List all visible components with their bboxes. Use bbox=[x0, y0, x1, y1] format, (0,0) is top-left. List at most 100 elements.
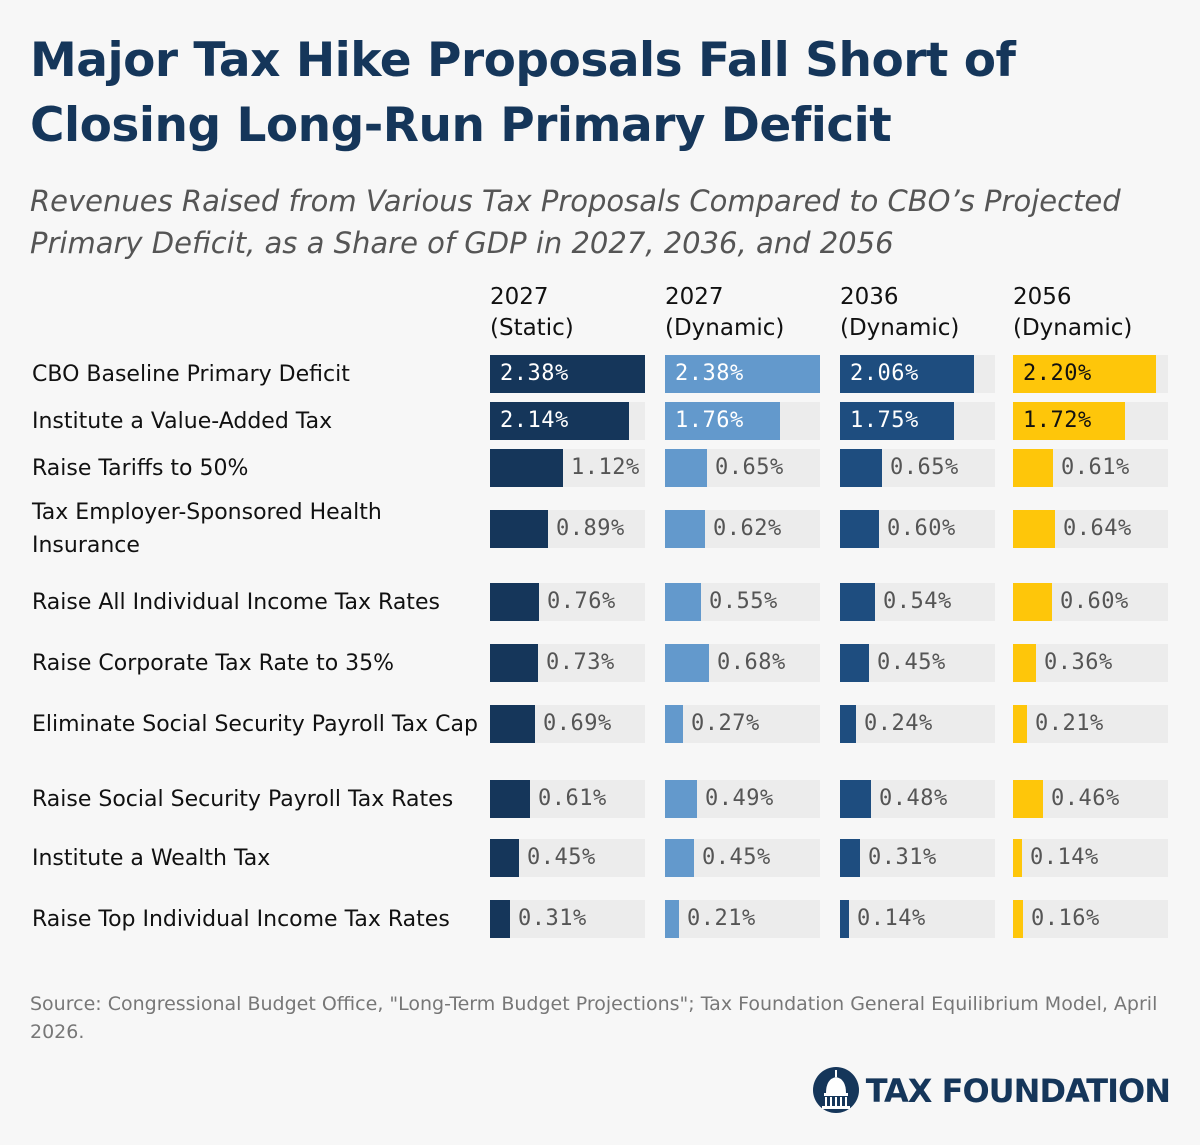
column-header-3: 2036 (Dynamic) bbox=[840, 282, 959, 344]
bar bbox=[665, 644, 709, 682]
bar-track: 0.60% bbox=[1013, 583, 1168, 621]
bar-value-label: 0.45% bbox=[702, 845, 771, 870]
bar-track: 0.46% bbox=[1013, 780, 1168, 818]
bar-track: 1.76% bbox=[665, 402, 820, 440]
source-note: Source: Congressional Budget Office, "Lo… bbox=[30, 993, 1158, 1043]
row-label: Raise Top Individual Income Tax Rates bbox=[32, 884, 482, 954]
row-label-text: Raise Tariffs to 50% bbox=[32, 455, 249, 481]
bar bbox=[1013, 449, 1053, 487]
row-label: Tax Employer-Sponsored Health Insurance bbox=[32, 494, 482, 564]
bar-value-label: 2.20% bbox=[1023, 361, 1092, 386]
bar bbox=[665, 449, 707, 487]
bar-value-label: 1.76% bbox=[675, 408, 744, 433]
row-label: Raise Tariffs to 50% bbox=[32, 433, 482, 503]
column-header-year: 2027 bbox=[490, 284, 549, 310]
bar bbox=[490, 900, 510, 938]
capitol-dome-icon bbox=[812, 1067, 859, 1113]
bar bbox=[665, 583, 701, 621]
bar-value-label: 0.61% bbox=[1061, 455, 1130, 480]
bar bbox=[665, 705, 683, 743]
bar-track: 0.64% bbox=[1013, 510, 1168, 548]
tax-foundation-logo: TAX FOUNDATION bbox=[812, 1066, 1171, 1116]
bar-track: 0.76% bbox=[490, 583, 645, 621]
row-label-text: Eliminate Social Security Payroll Tax Ca… bbox=[32, 711, 478, 737]
row-label: Institute a Wealth Tax bbox=[32, 823, 482, 893]
bar bbox=[1013, 510, 1055, 548]
bar-track: 2.20% bbox=[1013, 355, 1168, 393]
bar-value-label: 0.69% bbox=[543, 711, 612, 736]
bar-value-label: 0.73% bbox=[546, 650, 615, 675]
chart-subtitle: Revenues Raised from Various Tax Proposa… bbox=[30, 184, 1121, 260]
row-label-text: Raise Top Individual Income Tax Rates bbox=[32, 906, 450, 932]
bar bbox=[490, 583, 539, 621]
bar-value-label: 0.65% bbox=[890, 455, 959, 480]
bar-track: 0.68% bbox=[665, 644, 820, 682]
bar bbox=[840, 449, 882, 487]
bar-value-label: 0.55% bbox=[709, 589, 778, 614]
bar bbox=[1013, 839, 1022, 877]
column-header-type: (Dynamic) bbox=[1013, 315, 1133, 341]
column-header-4: 2056 (Dynamic) bbox=[1013, 282, 1132, 344]
bar-value-label: 1.75% bbox=[850, 408, 919, 433]
bar-track: 0.36% bbox=[1013, 644, 1168, 682]
row-label-text: Tax Employer-Sponsored Health Insurance bbox=[32, 500, 382, 558]
bar-track: 1.75% bbox=[840, 402, 995, 440]
bar-track: 0.21% bbox=[1013, 705, 1168, 743]
bar bbox=[840, 355, 974, 393]
bar-track: 0.54% bbox=[840, 583, 995, 621]
bar-value-label: 0.14% bbox=[857, 906, 926, 931]
bar-value-label: 0.48% bbox=[879, 786, 948, 811]
bar-track: 0.55% bbox=[665, 583, 820, 621]
bar bbox=[490, 644, 538, 682]
bar-value-label: 0.31% bbox=[868, 845, 937, 870]
bar-value-label: 0.89% bbox=[556, 516, 625, 541]
bar-value-label: 2.38% bbox=[500, 361, 569, 386]
bar-track: 0.45% bbox=[840, 644, 995, 682]
bar bbox=[840, 583, 875, 621]
chart-title: Major Tax Hike Proposals Fall Short of C… bbox=[30, 33, 1016, 153]
bar-track: 0.61% bbox=[1013, 449, 1168, 487]
bar bbox=[840, 510, 879, 548]
bar-track: 2.38% bbox=[665, 355, 820, 393]
column-header-1: 2027 (Static) bbox=[490, 282, 574, 344]
bar-value-label: 0.60% bbox=[887, 516, 956, 541]
bar-value-label: 0.36% bbox=[1044, 650, 1113, 675]
bar bbox=[490, 510, 548, 548]
bar-track: 0.14% bbox=[840, 900, 995, 938]
bar-value-label: 0.31% bbox=[518, 906, 587, 931]
bar-value-label: 0.14% bbox=[1030, 845, 1099, 870]
bar-track: 0.45% bbox=[490, 839, 645, 877]
bar bbox=[840, 705, 856, 743]
bar-track: 0.31% bbox=[490, 900, 645, 938]
bar bbox=[665, 402, 780, 440]
bar-value-label: 2.14% bbox=[500, 408, 569, 433]
bar bbox=[490, 780, 530, 818]
bar-track: 0.62% bbox=[665, 510, 820, 548]
column-header-type: (Dynamic) bbox=[665, 315, 785, 341]
bar bbox=[665, 510, 705, 548]
bar-value-label: 0.27% bbox=[691, 711, 760, 736]
bar-value-label: 0.61% bbox=[538, 786, 607, 811]
bar bbox=[490, 355, 645, 393]
bar bbox=[490, 449, 563, 487]
bar bbox=[665, 780, 697, 818]
bar bbox=[665, 839, 694, 877]
bar-value-label: 0.45% bbox=[877, 650, 946, 675]
bar-value-label: 0.64% bbox=[1063, 516, 1132, 541]
bar-value-label: 0.68% bbox=[717, 650, 786, 675]
bar-track: 0.61% bbox=[490, 780, 645, 818]
bar bbox=[1013, 705, 1027, 743]
bar-track: 0.60% bbox=[840, 510, 995, 548]
bar bbox=[1013, 780, 1043, 818]
bar-track: 1.12% bbox=[490, 449, 645, 487]
bar-value-label: 0.65% bbox=[715, 455, 784, 480]
bar-track: 0.45% bbox=[665, 839, 820, 877]
bar bbox=[840, 402, 954, 440]
bar bbox=[840, 900, 849, 938]
row-label: Institute a Value-Added Tax bbox=[32, 386, 482, 456]
bar-track: 0.16% bbox=[1013, 900, 1168, 938]
bar-track: 2.38% bbox=[490, 355, 645, 393]
bar bbox=[1013, 402, 1125, 440]
row-label: Eliminate Social Security Payroll Tax Ca… bbox=[32, 689, 482, 759]
bar-value-label: 2.38% bbox=[675, 361, 744, 386]
